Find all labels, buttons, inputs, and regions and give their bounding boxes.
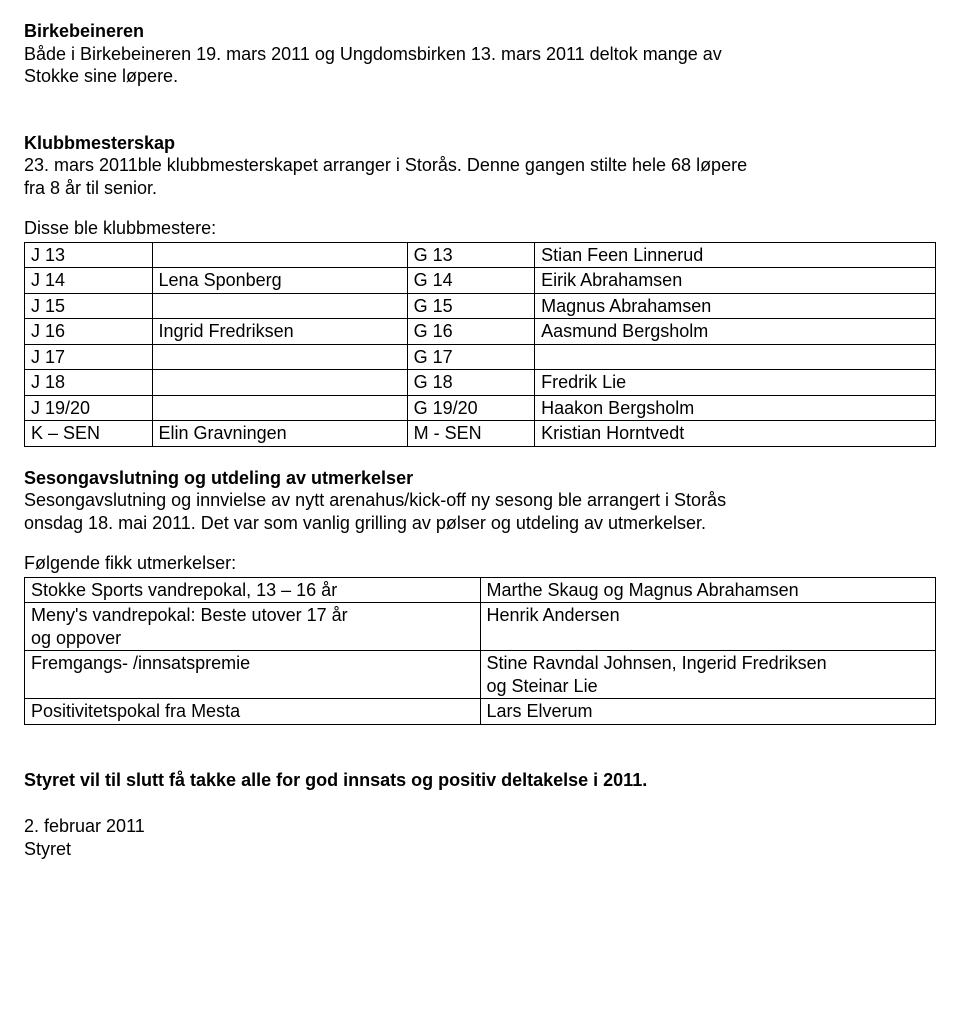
table-cell [535,344,936,370]
table-cell: Elin Gravningen [152,421,407,447]
table-cell: G 13 [407,242,535,268]
table-cell: J 13 [25,242,153,268]
sesong-section: Sesongavslutning og utdeling av utmerkel… [24,467,936,725]
table-cell: Henrik Andersen [480,603,936,651]
table-row: Stokke Sports vandrepokal, 13 – 16 årMar… [25,577,936,603]
table-cell: Stian Feen Linnerud [535,242,936,268]
birkebeineren-section: Birkebeineren Både i Birkebeineren 19. m… [24,20,936,88]
klubbmesterskap-line2: fra 8 år til senior. [24,177,936,200]
table-row: J 13 G 13Stian Feen Linnerud [25,242,936,268]
table-row: Meny's vandrepokal: Beste utover 17 årog… [25,603,936,651]
table-cell: Marthe Skaug og Magnus Abrahamsen [480,577,936,603]
table-cell: K – SEN [25,421,153,447]
table-row: Fremgangs- /innsatspremieStine Ravndal J… [25,651,936,699]
table-row: J 17 G 17 [25,344,936,370]
table-row: K – SENElin GravningenM - SENKristian Ho… [25,421,936,447]
table-cell: Fremgangs- /innsatspremie [25,651,481,699]
table-cell: Ingrid Fredriksen [152,319,407,345]
table-cell: G 19/20 [407,395,535,421]
table-cell: Lena Sponberg [152,268,407,294]
birkebeineren-heading: Birkebeineren [24,20,936,43]
table-cell: J 16 [25,319,153,345]
table-row: J 19/20 G 19/20Haakon Bergsholm [25,395,936,421]
table-cell: G 14 [407,268,535,294]
birkebeineren-line1: Både i Birkebeineren 19. mars 2011 og Un… [24,43,936,66]
closing-signer: Styret [24,838,936,861]
table-cell: Stine Ravndal Johnsen, Ingerid Fredrikse… [480,651,936,699]
table-cell: Haakon Bergsholm [535,395,936,421]
table-cell: G 17 [407,344,535,370]
table-cell [152,395,407,421]
table-cell: Fredrik Lie [535,370,936,396]
table-cell: J 17 [25,344,153,370]
closing-line: Styret vil til slutt få takke alle for g… [24,769,936,792]
birkebeineren-line2: Stokke sine løpere. [24,65,936,88]
table-cell: Kristian Horntvedt [535,421,936,447]
klubbmesterskap-section: Klubbmesterskap 23. mars 2011ble klubbme… [24,132,936,447]
table-cell: J 18 [25,370,153,396]
sesong-line1: Sesongavslutning og innvielse av nytt ar… [24,489,936,512]
table-row: Positivitetspokal fra MestaLars Elverum [25,699,936,725]
table-cell: Aasmund Bergsholm [535,319,936,345]
klubbmestere-table: J 13G 13Stian Feen LinnerudJ 14Lena Spon… [24,242,936,447]
table-cell [152,293,407,319]
table-cell: Stokke Sports vandrepokal, 13 – 16 år [25,577,481,603]
table-cell [152,242,407,268]
table-cell: J 14 [25,268,153,294]
table-cell: Eirik Abrahamsen [535,268,936,294]
table-row: J 16Ingrid FredriksenG 16Aasmund Bergsho… [25,319,936,345]
klubbmesterskap-line1: 23. mars 2011ble klubbmesterskapet arran… [24,154,936,177]
table-row: J 18 G 18Fredrik Lie [25,370,936,396]
table-cell [152,370,407,396]
table-row: J 14Lena SponbergG 14Eirik Abrahamsen [25,268,936,294]
table-cell: Magnus Abrahamsen [535,293,936,319]
table-cell: G 16 [407,319,535,345]
sesong-heading: Sesongavslutning og utdeling av utmerkel… [24,467,936,490]
table-cell: Meny's vandrepokal: Beste utover 17 årog… [25,603,481,651]
closing-date: 2. februar 2011 [24,815,936,838]
table-cell: G 18 [407,370,535,396]
table-cell: Lars Elverum [480,699,936,725]
klubbmestere-lead: Disse ble klubbmestere: [24,217,936,240]
utmerkelser-table: Stokke Sports vandrepokal, 13 – 16 årMar… [24,577,936,725]
table-cell [152,344,407,370]
table-cell: M - SEN [407,421,535,447]
table-cell: G 15 [407,293,535,319]
table-cell: J 15 [25,293,153,319]
sesong-line2: onsdag 18. mai 2011. Det var som vanlig … [24,512,936,535]
klubbmesterskap-heading: Klubbmesterskap [24,132,936,155]
table-row: J 15 G 15Magnus Abrahamsen [25,293,936,319]
table-cell: J 19/20 [25,395,153,421]
table-cell: Positivitetspokal fra Mesta [25,699,481,725]
utmerkelser-lead: Følgende fikk utmerkelser: [24,552,936,575]
